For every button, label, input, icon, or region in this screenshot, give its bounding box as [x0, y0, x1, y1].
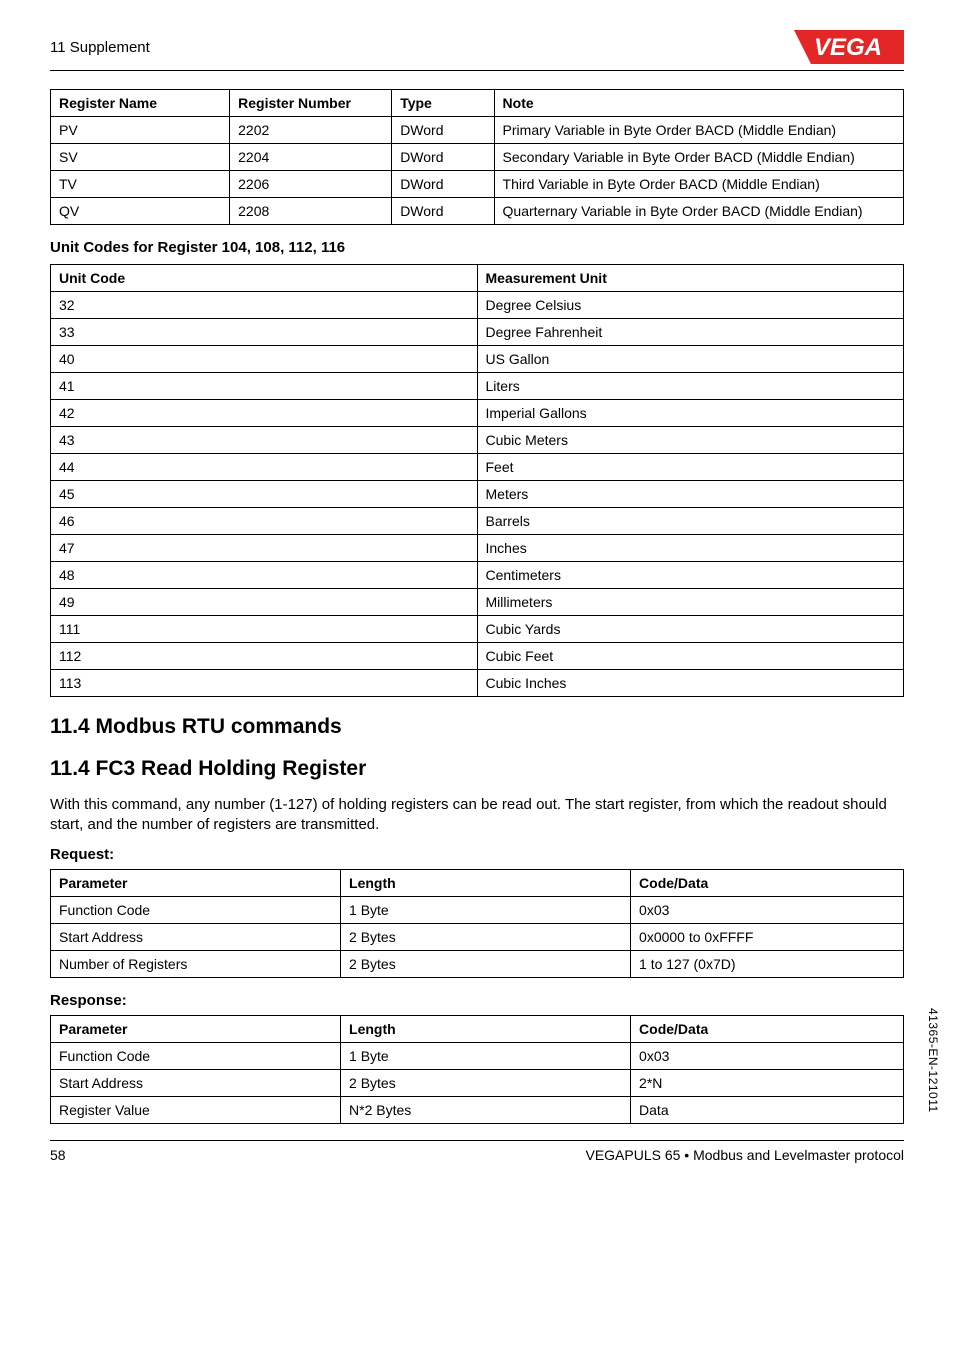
table-row: 113Cubic Inches	[51, 670, 904, 697]
table-row: 42Imperial Gallons	[51, 400, 904, 427]
table-row: 32Degree Celsius	[51, 292, 904, 319]
table-header-row: Register Name Register Number Type Note	[51, 90, 904, 117]
response-heading: Response:	[50, 992, 904, 1009]
footer-title: VEGAPULS 65 • Modbus and Levelmaster pro…	[585, 1147, 904, 1163]
side-doc-id: 41365-EN-121011	[926, 1008, 940, 1113]
col-header: Parameter	[51, 869, 341, 896]
col-header: Register Number	[230, 90, 392, 117]
table-row: 48Centimeters	[51, 562, 904, 589]
section-fc3: 11.4 FC3 Read Holding Register	[50, 757, 904, 781]
table-header-row: Parameter Length Code/Data	[51, 1015, 904, 1042]
logo-text: VEGA	[814, 34, 882, 61]
table-row: TV2206DWordThird Variable in Byte Order …	[51, 171, 904, 198]
table-row: QV2208DWordQuarternary Variable in Byte …	[51, 198, 904, 225]
table-row: 47Inches	[51, 535, 904, 562]
unit-codes-table: Unit Code Measurement Unit 32Degree Cels…	[50, 264, 904, 697]
table-row: 43Cubic Meters	[51, 427, 904, 454]
col-header: Parameter	[51, 1015, 341, 1042]
table-row: 40US Gallon	[51, 346, 904, 373]
register-table: Register Name Register Number Type Note …	[50, 89, 904, 225]
col-header: Code/Data	[631, 869, 904, 896]
table-row: 44Feet	[51, 454, 904, 481]
supplement-label: 11 Supplement	[50, 39, 150, 56]
table-row: 49Millimeters	[51, 589, 904, 616]
table-row: 111Cubic Yards	[51, 616, 904, 643]
fc3-description: With this command, any number (1-127) of…	[50, 795, 904, 836]
header-bar: 11 Supplement VEGA	[50, 30, 904, 71]
table-header-row: Parameter Length Code/Data	[51, 869, 904, 896]
col-header: Unit Code	[51, 265, 478, 292]
table-row: Function Code1 Byte0x03	[51, 896, 904, 923]
table-row: Function Code1 Byte0x03	[51, 1042, 904, 1069]
request-table: Parameter Length Code/Data Function Code…	[50, 869, 904, 978]
table-row: Start Address2 Bytes0x0000 to 0xFFFF	[51, 923, 904, 950]
vega-logo: VEGA	[794, 30, 904, 64]
table-row: SV2204DWordSecondary Variable in Byte Or…	[51, 144, 904, 171]
table-row: 45Meters	[51, 481, 904, 508]
col-header: Type	[392, 90, 494, 117]
table-row: PV2202DWordPrimary Variable in Byte Orde…	[51, 117, 904, 144]
table-header-row: Unit Code Measurement Unit	[51, 265, 904, 292]
request-heading: Request:	[50, 846, 904, 863]
table-row: 112Cubic Feet	[51, 643, 904, 670]
col-header: Code/Data	[631, 1015, 904, 1042]
section-modbus-commands: 11.4 Modbus RTU commands	[50, 715, 904, 739]
unit-codes-heading: Unit Codes for Register 104, 108, 112, 1…	[50, 239, 904, 256]
footer-bar: 58 VEGAPULS 65 • Modbus and Levelmaster …	[50, 1140, 904, 1163]
table-row: Number of Registers2 Bytes1 to 127 (0x7D…	[51, 950, 904, 977]
col-header: Note	[494, 90, 903, 117]
table-row: Start Address2 Bytes2*N	[51, 1069, 904, 1096]
table-row: 33Degree Fahrenheit	[51, 319, 904, 346]
table-row: 41Liters	[51, 373, 904, 400]
response-table: Parameter Length Code/Data Function Code…	[50, 1015, 904, 1124]
col-header: Length	[341, 1015, 631, 1042]
col-header: Length	[341, 869, 631, 896]
col-header: Measurement Unit	[477, 265, 904, 292]
page-number: 58	[50, 1147, 66, 1163]
table-row: Register ValueN*2 BytesData	[51, 1096, 904, 1123]
col-header: Register Name	[51, 90, 230, 117]
table-row: 46Barrels	[51, 508, 904, 535]
